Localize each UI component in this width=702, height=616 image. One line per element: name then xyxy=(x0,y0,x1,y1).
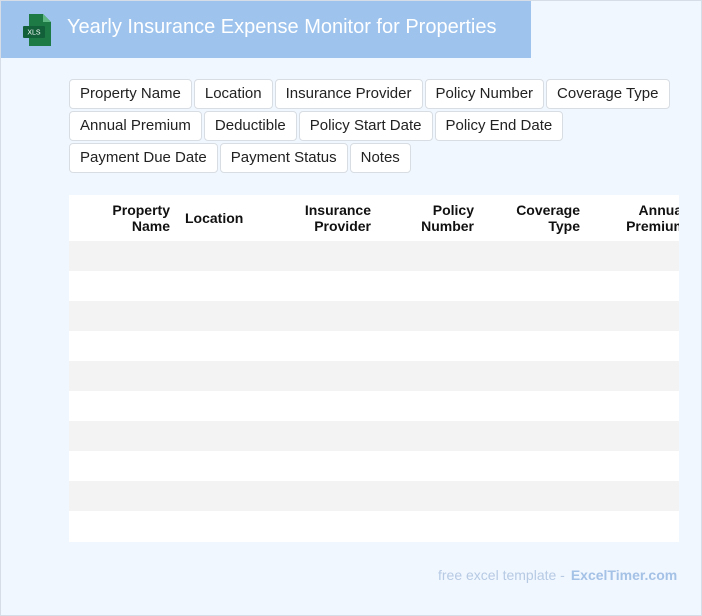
xls-icon: XLS xyxy=(23,14,51,46)
table-row xyxy=(69,511,679,541)
footer-text: free excel template - xyxy=(438,567,565,583)
table-row xyxy=(69,391,679,421)
field-tags: Property Name Location Insurance Provider P… xyxy=(69,79,679,173)
field-tag[interactable]: Property Name xyxy=(69,79,192,109)
header-bar: XLS Yearly Insurance Expense Monitor for… xyxy=(1,1,531,58)
column-header: Property Name xyxy=(112,202,170,234)
field-tag[interactable]: Payment Status xyxy=(219,143,348,173)
field-tag[interactable]: Annual Premium xyxy=(69,111,202,141)
field-tag[interactable]: Deductible xyxy=(203,111,297,141)
footer-link[interactable]: ExcelTimer.com xyxy=(570,567,678,583)
table-row xyxy=(69,241,679,271)
footer: free excel template - ExcelTimer.com xyxy=(438,567,677,583)
table-row xyxy=(69,481,679,511)
field-tag[interactable]: Payment Due Date xyxy=(69,143,218,173)
field-tag[interactable]: Notes xyxy=(349,143,411,173)
field-tag[interactable]: Policy End Date xyxy=(434,111,564,141)
column-header: Policy Number xyxy=(421,202,474,234)
field-tag[interactable]: Policy Number xyxy=(424,79,545,109)
field-tag[interactable]: Coverage Type xyxy=(546,79,670,109)
column-header: Annual Premium xyxy=(626,202,679,234)
table: Property Name Location Insurance Provider P… xyxy=(69,195,679,542)
table-row xyxy=(69,301,679,331)
table-row xyxy=(69,331,679,361)
column-header: Insurance Provider xyxy=(304,202,371,234)
table-row xyxy=(69,421,679,451)
table-row xyxy=(69,271,679,301)
page-title: Yearly Insurance Expense Monitor for Pro… xyxy=(67,16,497,38)
field-tag[interactable]: Location xyxy=(193,79,273,109)
table-row xyxy=(69,361,679,391)
table-row xyxy=(69,451,679,481)
field-tag[interactable]: Policy Start Date xyxy=(298,111,433,141)
icon-label: XLS xyxy=(27,29,41,36)
table-header: Property Name Location Insurance Provider P… xyxy=(69,195,679,242)
column-header: Coverage Type xyxy=(516,202,580,234)
field-tag[interactable]: Insurance Provider xyxy=(274,79,423,109)
column-header: Location xyxy=(185,210,244,226)
